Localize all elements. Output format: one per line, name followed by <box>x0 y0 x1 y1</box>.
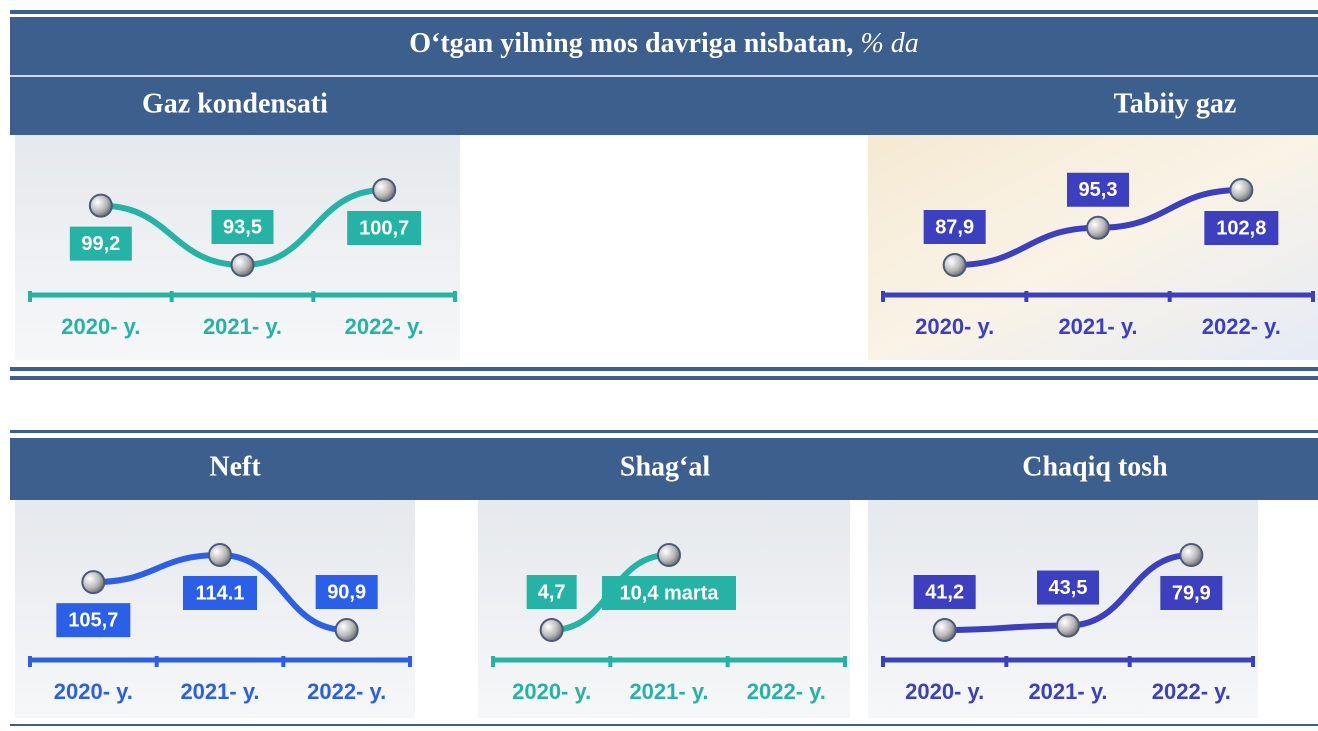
x-tick-label: 2022- y. <box>747 679 826 704</box>
point <box>82 571 104 593</box>
value-label: 43,5 <box>1049 577 1088 599</box>
rule <box>10 367 1318 371</box>
x-tick-label: 2022- y. <box>1202 314 1281 339</box>
point <box>934 619 956 641</box>
x-tick-label: 2020- y. <box>512 679 591 704</box>
rule <box>10 724 1318 726</box>
x-tick-label: 2021- y. <box>629 679 708 704</box>
value-label: 114.1 <box>196 582 245 604</box>
x-tick-label: 2021- y. <box>203 314 282 339</box>
infographic: O‘tgan yilning mos davriga nisbatan, % d… <box>0 0 1318 731</box>
point <box>944 254 966 276</box>
x-tick-label: 2021- y. <box>1058 314 1137 339</box>
point <box>232 254 254 276</box>
rule <box>10 10 1318 14</box>
point <box>1230 179 1252 201</box>
x-tick-label: 2022- y. <box>307 679 386 704</box>
x-tick-label: 2020- y. <box>915 314 994 339</box>
value-label: 87,9 <box>935 216 974 238</box>
rule <box>10 376 1318 380</box>
chart-title: Chaqiq tosh <box>1022 451 1168 482</box>
point <box>373 179 395 201</box>
value-label: 99,2 <box>81 233 120 255</box>
point <box>1180 544 1202 566</box>
chart-title: Tabiiy gaz <box>1114 88 1237 119</box>
point <box>209 544 231 566</box>
value-label: 41,2 <box>925 581 964 603</box>
value-label: 102,8 <box>1216 217 1266 239</box>
rule <box>10 430 1318 433</box>
value-label: 4,7 <box>538 581 566 603</box>
value-label: 100,7 <box>359 217 409 239</box>
value-label: 93,5 <box>223 216 262 238</box>
x-tick-label: 2020- y. <box>54 679 133 704</box>
point <box>1057 615 1079 637</box>
value-label: 79,9 <box>1172 582 1211 604</box>
page-title: O‘tgan yilning mos davriga nisbatan, % d… <box>409 28 919 59</box>
point <box>336 619 358 641</box>
chart-title: Shag‘al <box>620 451 710 482</box>
chart-title: Gaz kondensati <box>142 88 328 119</box>
value-label: 105,7 <box>68 609 118 631</box>
x-tick-label: 2022- y. <box>1152 679 1231 704</box>
chart-title: Neft <box>209 451 261 482</box>
title-unit: % da <box>860 28 918 59</box>
x-tick-label: 2021- y. <box>180 679 259 704</box>
value-label: 90,9 <box>327 581 366 603</box>
title-text: O‘tgan yilning mos davriga nisbatan, <box>409 28 853 59</box>
point <box>90 195 112 217</box>
point <box>541 619 563 641</box>
point <box>1087 217 1109 239</box>
x-tick-label: 2020- y. <box>905 679 984 704</box>
x-tick-label: 2020- y. <box>61 314 140 339</box>
point <box>658 544 680 566</box>
x-tick-label: 2022- y. <box>345 314 424 339</box>
x-tick-label: 2021- y. <box>1028 679 1107 704</box>
value-label: 10,4 marta <box>620 582 720 604</box>
value-label: 95,3 <box>1079 179 1118 201</box>
